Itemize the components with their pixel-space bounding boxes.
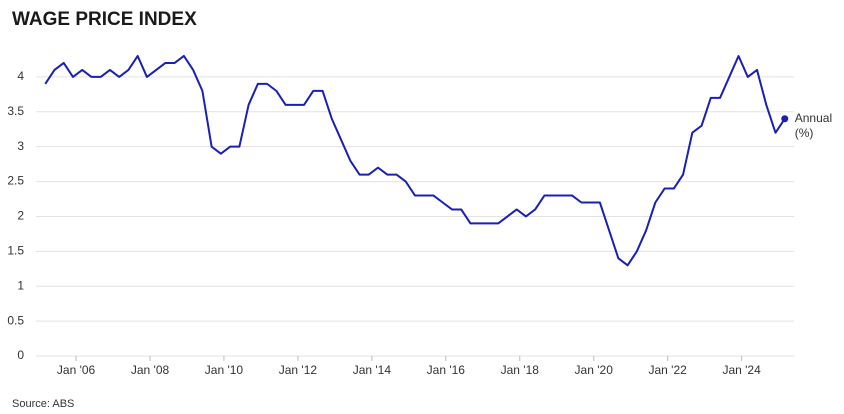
x-tick-label: Jan '12 [279,363,318,377]
y-tick-label: 2 [17,209,24,223]
y-tick-label: 0.5 [7,313,24,327]
y-tick-label: 0 [17,348,24,362]
x-tick-label: Jan '10 [205,363,244,377]
x-tick-label: Jan '24 [722,363,761,377]
x-tick-label: Jan '14 [353,363,392,377]
x-tick-label: Jan '06 [57,363,96,377]
y-tick-label: 1.5 [7,244,24,258]
x-tick-label: Jan '16 [427,363,466,377]
legend-label: Annual (%) [795,111,832,140]
x-tick-label: Jan '20 [575,363,614,377]
chart-title: WAGE PRICE INDEX [12,9,197,30]
x-tick-label: Jan '22 [649,363,688,377]
x-tick-label: Jan '18 [501,363,540,377]
y-tick-label: 2.5 [7,174,24,188]
y-tick-label: 3.5 [7,104,24,118]
y-tick-label: 4 [17,69,24,83]
end-dot [781,115,789,123]
y-tick-label: 1 [17,278,24,292]
source: Source: ABS [12,398,74,410]
series-line [44,54,786,267]
x-tick-label: Jan '08 [131,363,170,377]
y-tick-label: 3 [17,139,24,153]
